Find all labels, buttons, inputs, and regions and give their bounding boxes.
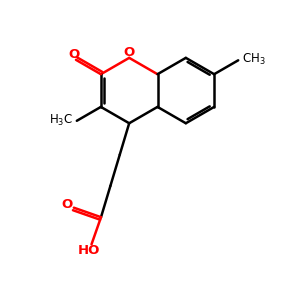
Text: O: O — [69, 48, 80, 61]
Text: O: O — [124, 46, 135, 59]
Text: CH$_3$: CH$_3$ — [242, 52, 266, 67]
Text: H$_3$C: H$_3$C — [49, 113, 74, 128]
Text: O: O — [62, 198, 73, 211]
Text: HO: HO — [78, 244, 100, 257]
